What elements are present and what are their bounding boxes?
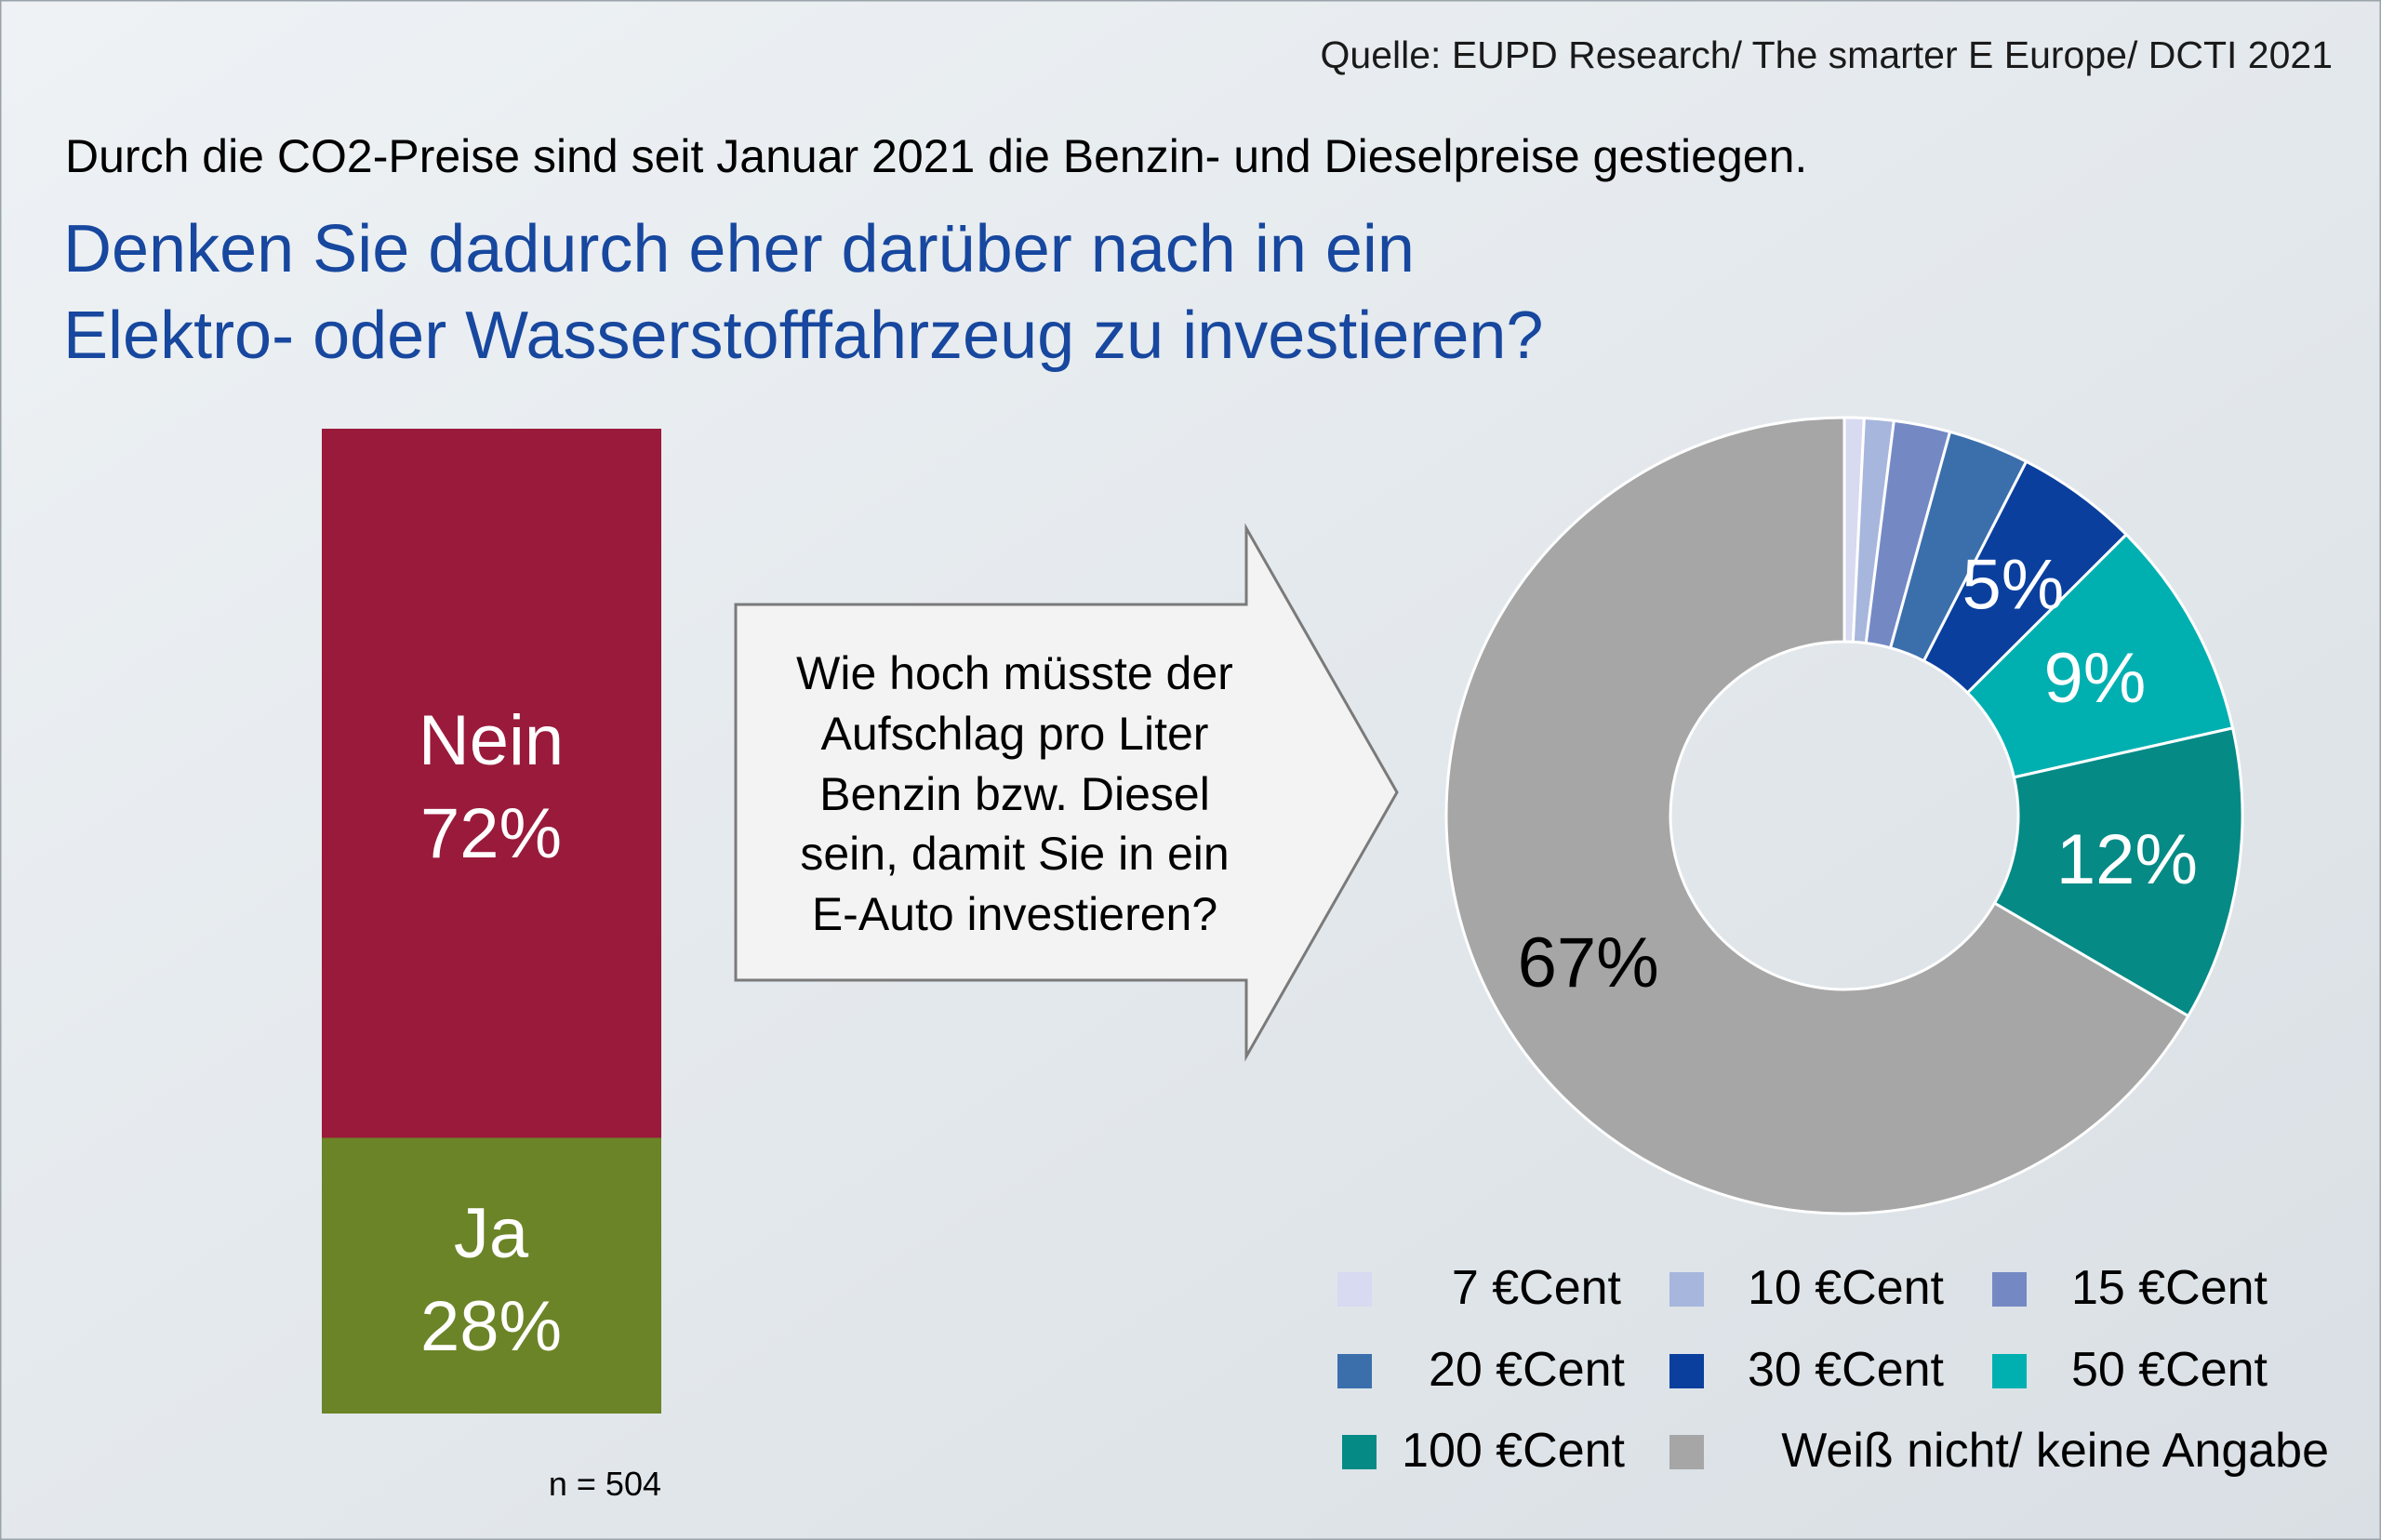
- legend-swatch-20-eurcent: [1337, 1354, 1372, 1388]
- bar-value-ja: 28%: [420, 1287, 562, 1366]
- sample-size-note: n = 504: [549, 1465, 661, 1503]
- intro-text: Durch die CO2-Preise sind seit Januar 20…: [65, 130, 1807, 182]
- bar-segment-ja: [322, 1137, 661, 1414]
- legend: 7 €Cent 10 €Cent 15 €Cent 20 €Cent 30 €Cent 5…: [1337, 1261, 2329, 1478]
- legend-swatch-10-eurcent: [1669, 1272, 1704, 1307]
- legend-label-weiss-nicht-keine-angabe: Weiß nicht/ keine Angabe: [1781, 1424, 2329, 1478]
- legend-swatch-7-eurcent: [1337, 1272, 1372, 1307]
- question-line-1: Denken Sie dadurch eher darüber nach in …: [63, 212, 1415, 286]
- legend-label-15-eurcent: 15 €Cent: [2071, 1261, 2268, 1315]
- arrow-text-line-2: Aufschlag pro Liter: [821, 708, 1209, 760]
- arrow-shape: [734, 523, 1399, 1062]
- legend-swatch-15-eurcent: [1992, 1272, 2027, 1307]
- bar-label-nein: Nein: [419, 701, 564, 780]
- legend-swatch-30-eurcent: [1669, 1354, 1704, 1388]
- donut-labels: 5% 9% 12% 67%: [1518, 546, 2198, 1002]
- arrow-text-line-5: E-Auto investieren?: [812, 888, 1217, 940]
- question-line-2: Elektro- oder Wasserstofffahrzeug zu inv…: [63, 299, 1543, 373]
- source-note: Quelle: EUPD Research/ The smarter E Eur…: [1321, 33, 2333, 76]
- legend-swatch-weiss-nicht-keine-angabe: [1669, 1435, 1704, 1469]
- bar-value-nein: 72%: [420, 794, 562, 873]
- legend-label-100-eurcent: 100 €Cent: [1402, 1424, 1626, 1478]
- legend-label-20-eurcent: 20 €Cent: [1429, 1343, 1626, 1397]
- bar-label-ja: Ja: [454, 1194, 529, 1273]
- arrow-callout: Wie hoch müsste der Aufschlag pro Liter …: [734, 523, 1399, 1062]
- donut-slice-100-eurcent: [1992, 726, 2244, 1018]
- donut-label-50-eurcent: 9%: [2043, 639, 2146, 718]
- donut-label-weiss-nicht-keine-angabe: 67%: [1518, 923, 1659, 1002]
- legend-swatch-50-eurcent: [1992, 1354, 2027, 1388]
- legend-label-30-eurcent: 30 €Cent: [1748, 1343, 1945, 1397]
- donut-slice-weiss-nicht-keine-angabe: [1444, 416, 2190, 1215]
- legend-label-50-eurcent: 50 €Cent: [2071, 1343, 2268, 1397]
- donut-label-30-eurcent: 5%: [1962, 546, 2064, 625]
- legend-swatch-100-eurcent: [1342, 1435, 1377, 1469]
- bar-segment-nein: [322, 429, 661, 1138]
- stacked-bar-chart: Nein 72% Ja 28%: [322, 429, 661, 1414]
- legend-label-10-eurcent: 10 €Cent: [1748, 1261, 1945, 1315]
- legend-label-7-eurcent: 7 €Cent: [1452, 1261, 1622, 1315]
- donut-label-100-eurcent: 12%: [2056, 820, 2198, 899]
- arrow-text-line-3: Benzin bzw. Diesel: [819, 768, 1210, 820]
- arrow-text-line-1: Wie hoch müsste der: [796, 647, 1233, 699]
- donut-chart: [1444, 416, 2244, 1215]
- arrow-text-line-4: sein, damit Sie in ein: [800, 828, 1229, 880]
